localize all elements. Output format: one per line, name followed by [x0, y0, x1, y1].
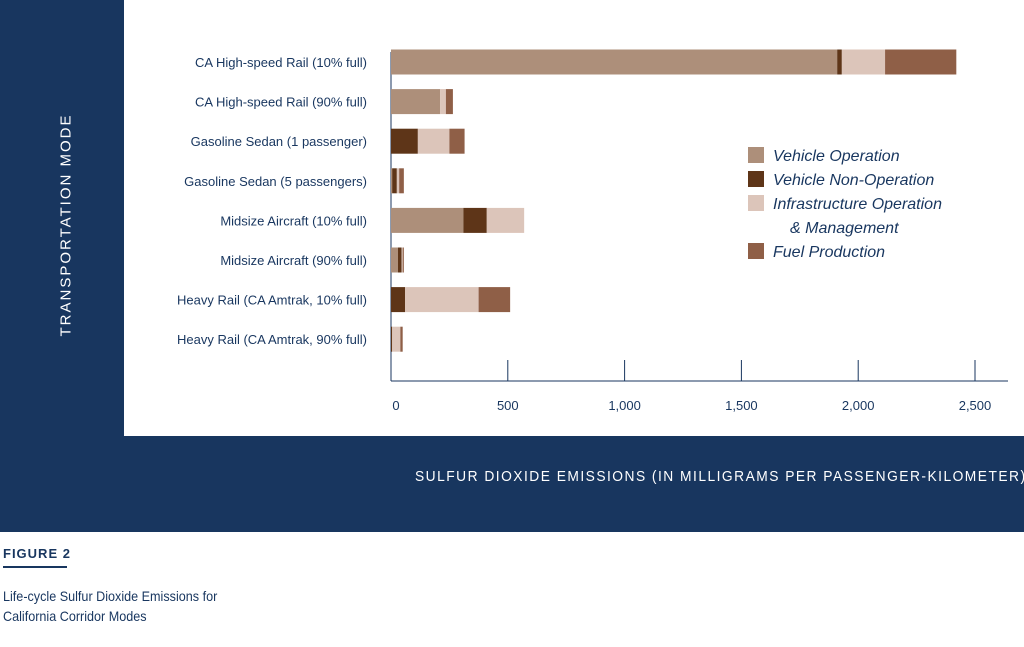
bar-segment	[392, 326, 401, 352]
bar-segment	[405, 287, 479, 313]
category-label: Gasoline Sedan (5 passengers)	[184, 174, 367, 189]
bar-segment	[396, 168, 400, 194]
bar-segment	[399, 168, 404, 194]
bar-chart: 0 500 1,000 1,500 2,000 2,500 CA High-speed Ra…	[177, 49, 1008, 413]
category-label: CA High-speed Rail (10% full)	[195, 55, 367, 70]
bar-segment	[392, 168, 397, 194]
category-label: Heavy Rail (CA Amtrak, 90% full)	[177, 332, 367, 347]
category-label: Midsize Aircraft (10% full)	[220, 213, 367, 228]
bar-segment	[391, 326, 393, 352]
legend-label: Vehicle Operation	[773, 148, 900, 165]
legend-label: & Management	[790, 220, 899, 237]
legend-label: Vehicle Non-Operation	[773, 172, 934, 189]
x-axis-title: SULFUR DIOXIDE EMISSIONS (IN MILLIGRAMS …	[415, 468, 1024, 485]
bar-segment	[391, 89, 441, 115]
legend-swatch	[748, 171, 764, 187]
bar-segment	[401, 247, 403, 273]
category-label: Midsize Aircraft (90% full)	[220, 253, 367, 268]
bar-segment	[478, 287, 511, 313]
bar-segment	[398, 247, 402, 273]
x-tick-label: 2,500	[959, 398, 992, 413]
bar-segment	[885, 49, 957, 75]
bar-segment	[837, 49, 842, 75]
x-tick-label: 0	[392, 398, 399, 413]
bar-segment	[400, 326, 403, 352]
bar-segment	[391, 168, 393, 194]
bar-segment	[445, 89, 453, 115]
legend-swatch	[748, 195, 764, 211]
legend-swatch	[748, 243, 764, 259]
x-tick-label: 2,000	[842, 398, 875, 413]
x-tick-label: 1,000	[608, 398, 641, 413]
figure-label: FIGURE 2	[3, 546, 71, 561]
category-label: CA High-speed Rail (90% full)	[195, 95, 367, 110]
bar-segment	[391, 49, 838, 75]
legend-swatch	[748, 147, 764, 163]
category-label: Gasoline Sedan (1 passenger)	[191, 134, 367, 149]
bar-segment	[463, 207, 487, 233]
bar-segment	[391, 128, 418, 154]
x-tick-label: 1,500	[725, 398, 758, 413]
x-tick-label: 500	[497, 398, 519, 413]
bar-segment	[449, 128, 465, 154]
bar-segment	[391, 287, 406, 313]
bar-segment	[417, 128, 450, 154]
category-label: Heavy Rail (CA Amtrak, 10% full)	[177, 293, 367, 308]
figure-label-underline	[3, 566, 67, 568]
figure-caption: Life-cycle Sulfur Dioxide Emissions for …	[3, 588, 218, 624]
legend-label: Infrastructure Operation	[773, 196, 942, 213]
bar-segment	[402, 247, 404, 273]
bar-segment	[391, 247, 399, 273]
bar-segment	[391, 207, 464, 233]
bar-segment	[841, 49, 886, 75]
legend-label: Fuel Production	[773, 244, 885, 261]
bar-segment	[486, 207, 525, 233]
bar-segment	[440, 89, 446, 115]
